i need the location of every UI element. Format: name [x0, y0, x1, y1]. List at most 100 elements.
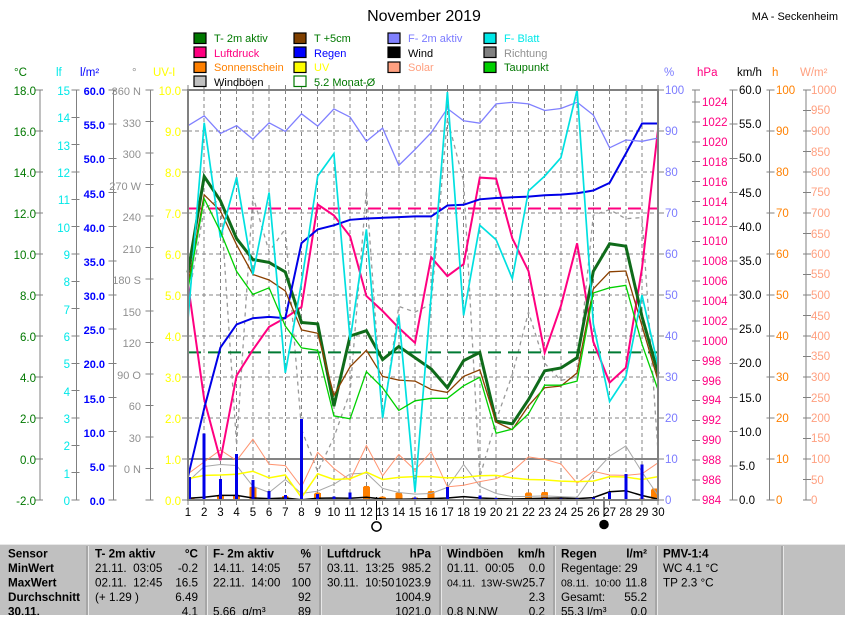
svg-text:04.11. 13W-SW: 04.11. 13W-SW [447, 579, 522, 590]
svg-text:10: 10 [328, 507, 341, 519]
svg-text:1008: 1008 [702, 256, 728, 268]
svg-text:90: 90 [776, 126, 789, 138]
svg-text:°C: °C [14, 67, 27, 79]
svg-text:100: 100 [776, 85, 795, 97]
svg-text:22: 22 [522, 507, 535, 519]
svg-text:11.8: 11.8 [625, 577, 647, 590]
svg-text:50.0: 50.0 [739, 153, 761, 165]
svg-text:5.66 g/m³: 5.66 g/m³ [213, 606, 266, 616]
svg-text:950: 950 [811, 105, 830, 117]
svg-text:270 W: 270 W [109, 181, 141, 193]
svg-text:10.0: 10.0 [84, 428, 105, 440]
svg-text:30.0: 30.0 [739, 290, 761, 302]
svg-text:550: 550 [811, 269, 830, 281]
svg-text:13: 13 [57, 141, 70, 153]
svg-text:25.7: 25.7 [522, 577, 545, 590]
svg-text:1010: 1010 [702, 236, 728, 248]
svg-text:40.0: 40.0 [84, 223, 105, 235]
svg-text:35.0: 35.0 [84, 257, 105, 269]
svg-text:12: 12 [360, 507, 373, 519]
svg-text:92: 92 [298, 591, 311, 604]
svg-text:25.0: 25.0 [739, 324, 761, 336]
svg-text:450: 450 [811, 311, 830, 323]
svg-text:W/m²: W/m² [800, 67, 828, 79]
svg-text:89: 89 [298, 606, 311, 616]
svg-text:h: h [772, 67, 778, 79]
svg-text:120: 120 [123, 338, 141, 350]
svg-text:30.11. 10:50: 30.11. 10:50 [327, 577, 395, 590]
svg-text:45.0: 45.0 [84, 189, 105, 201]
svg-text:13: 13 [376, 507, 389, 519]
svg-text:08.11. 10:00: 08.11. 10:00 [561, 579, 621, 590]
svg-text:5.0: 5.0 [165, 291, 181, 303]
svg-text:0.0: 0.0 [739, 495, 755, 507]
svg-text:0.2: 0.2 [529, 606, 545, 616]
svg-text:20: 20 [665, 413, 678, 425]
svg-text:03.11. 13:25: 03.11. 13:25 [327, 562, 395, 575]
svg-text:8.0: 8.0 [165, 168, 181, 180]
svg-text:0.0: 0.0 [631, 606, 648, 616]
svg-text:1021.0: 1021.0 [395, 606, 431, 616]
svg-text:180 S: 180 S [112, 275, 141, 287]
svg-text:1000: 1000 [811, 85, 837, 97]
svg-text:10: 10 [776, 454, 789, 466]
svg-text:Gesamt:: Gesamt: [561, 591, 605, 604]
svg-text:T +5cm: T +5cm [314, 33, 351, 45]
svg-text:1020: 1020 [702, 137, 728, 149]
svg-text:hPa: hPa [410, 548, 432, 561]
svg-text:6.0: 6.0 [165, 250, 181, 262]
svg-text:900: 900 [811, 126, 830, 138]
svg-text:hPa: hPa [697, 67, 718, 79]
svg-text:30.0: 30.0 [84, 291, 105, 303]
svg-text:4.1: 4.1 [182, 606, 198, 616]
svg-text:60: 60 [129, 401, 141, 413]
svg-text:360 N: 360 N [112, 86, 141, 98]
svg-text:5.2 Monat-Ø: 5.2 Monat-Ø [314, 77, 376, 89]
svg-text:55.2: 55.2 [624, 591, 647, 604]
svg-text:100: 100 [291, 577, 311, 590]
svg-text:01.11. 00:05: 01.11. 00:05 [447, 562, 515, 575]
svg-text:°: ° [132, 67, 137, 79]
svg-text:F- 2m aktiv: F- 2m aktiv [408, 33, 463, 45]
svg-text:2: 2 [201, 507, 207, 519]
svg-text:1016: 1016 [702, 177, 728, 189]
svg-text:80: 80 [776, 167, 789, 179]
svg-text:23: 23 [538, 507, 551, 519]
svg-text:1012: 1012 [702, 216, 728, 228]
svg-text:29: 29 [636, 507, 649, 519]
svg-text:0.0: 0.0 [90, 496, 105, 508]
svg-text:30: 30 [776, 372, 789, 384]
svg-text:12.0: 12.0 [14, 209, 36, 221]
svg-text:26: 26 [587, 507, 600, 519]
svg-text:20.0: 20.0 [739, 358, 761, 370]
svg-text:500: 500 [811, 290, 830, 302]
svg-text:55.0: 55.0 [739, 119, 761, 131]
svg-text:Luftdruck: Luftdruck [214, 48, 260, 60]
svg-text:Wind: Wind [408, 48, 433, 60]
svg-text:PMV-1:4: PMV-1:4 [663, 548, 709, 561]
svg-text:4: 4 [233, 507, 240, 519]
svg-text:6: 6 [266, 507, 272, 519]
svg-text:2.0: 2.0 [20, 414, 36, 426]
svg-text:0.0: 0.0 [165, 496, 181, 508]
svg-text:November 2019: November 2019 [367, 8, 481, 25]
svg-text:F- 2m aktiv: F- 2m aktiv [213, 548, 275, 561]
svg-text:7: 7 [64, 305, 70, 317]
svg-text:996: 996 [702, 376, 721, 388]
svg-text:18: 18 [457, 507, 470, 519]
svg-text:14.11. 14:05: 14.11. 14:05 [213, 562, 281, 575]
svg-text:UV: UV [314, 62, 330, 74]
svg-text:%: % [301, 548, 312, 561]
svg-text:300: 300 [123, 149, 141, 161]
svg-text:40: 40 [665, 331, 678, 343]
svg-text:400: 400 [811, 331, 830, 343]
svg-text:28: 28 [619, 507, 632, 519]
svg-text:60.0: 60.0 [84, 86, 105, 98]
svg-text:MA - Seckenheim: MA - Seckenheim [752, 11, 838, 23]
svg-text:11: 11 [344, 507, 356, 519]
svg-text:Regen: Regen [561, 548, 597, 561]
svg-text:1004.9: 1004.9 [395, 591, 431, 604]
svg-text:1014: 1014 [702, 197, 728, 209]
svg-text:WC 4.1 °C: WC 4.1 °C [663, 562, 718, 575]
svg-text:2.0: 2.0 [165, 414, 181, 426]
